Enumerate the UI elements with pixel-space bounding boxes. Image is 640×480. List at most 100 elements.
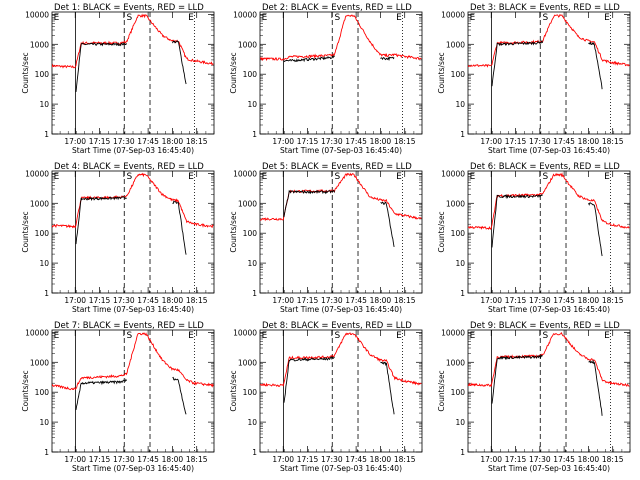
y-tick-label: 10000	[441, 328, 465, 337]
x-tick-label: 18:15	[602, 455, 624, 464]
x-tick-label: 17:00	[272, 296, 294, 305]
marker-e-right: E	[396, 331, 402, 341]
events-series-line	[491, 193, 603, 257]
panel-title: Det 8: BLACK = Events, RED = LLD	[262, 321, 412, 331]
y-axis-label: Counts/sec	[21, 52, 30, 93]
x-tick-label: 17:30	[529, 137, 551, 146]
events-series-line	[491, 39, 603, 90]
x-tick-label: 17:45	[345, 137, 367, 146]
y-tick-label: 10	[455, 418, 465, 427]
y-tick-label: 1000	[30, 199, 49, 208]
y-tick-label: 10	[455, 259, 465, 268]
y-tick-label: 100	[451, 388, 466, 397]
lld-series-line	[260, 332, 422, 387]
lld-series-line	[52, 332, 214, 391]
x-axis-label: Start Time (07-Sep-03 16:45:40)	[488, 305, 610, 314]
x-tick-label: 17:30	[113, 455, 135, 464]
x-axis-label: Start Time (07-Sep-03 16:45:40)	[72, 146, 194, 155]
curves	[52, 13, 214, 92]
panel-title: Det 3: BLACK = Events, RED = LLD	[470, 3, 620, 13]
events-series-line	[283, 189, 395, 247]
panel-title: Det 1: BLACK = Events, RED = LLD	[54, 3, 204, 13]
x-tick-label: 17:30	[321, 137, 343, 146]
marker-e-left: E	[54, 13, 60, 23]
marker-s: S	[543, 331, 549, 341]
x-tick-label: 17:45	[137, 137, 159, 146]
x-tick-label: 17:00	[64, 455, 86, 464]
y-tick-label: 1000	[238, 358, 257, 367]
x-tick-label: 18:15	[186, 296, 208, 305]
y-axis-label: Counts/sec	[229, 211, 238, 252]
x-tick-label: 17:15	[505, 296, 527, 305]
plot-frame	[467, 170, 631, 294]
panel-title: Det 2: BLACK = Events, RED = LLD	[262, 3, 412, 13]
y-axis-label: Counts/sec	[437, 211, 446, 252]
y-tick-label: 100	[35, 229, 50, 238]
marker-e-left: E	[262, 13, 268, 23]
curves	[52, 332, 214, 415]
y-tick-label: 1	[252, 130, 257, 139]
y-tick-label: 10000	[25, 10, 49, 19]
x-tick-label: 17:30	[113, 296, 135, 305]
y-tick-label: 10000	[441, 10, 465, 19]
marker-s: S	[335, 172, 341, 182]
y-tick-label: 10	[39, 100, 49, 109]
x-tick-label: 17:30	[321, 455, 343, 464]
y-axis-label: Counts/sec	[229, 370, 238, 411]
plot-frame	[467, 11, 631, 135]
x-tick-label: 17:00	[64, 137, 86, 146]
x-tick-label: 18:15	[394, 296, 416, 305]
events-series-line	[75, 376, 187, 415]
plot-frame	[259, 329, 423, 453]
y-tick-label: 1000	[30, 40, 49, 49]
y-tick-label: 1	[44, 448, 49, 457]
plot-frame	[51, 11, 215, 135]
x-tick-label: 18:00	[370, 137, 392, 146]
x-tick-label: 18:00	[162, 296, 184, 305]
x-tick-label: 17:15	[505, 455, 527, 464]
y-axis-label: Counts/sec	[437, 52, 446, 93]
y-tick-label: 100	[451, 229, 466, 238]
x-tick-label: 17:45	[553, 296, 575, 305]
events-series-line	[491, 354, 603, 416]
events-series-line	[75, 40, 187, 92]
x-axis-label: Start Time (07-Sep-03 16:45:40)	[280, 464, 402, 473]
plot-frame	[51, 329, 215, 453]
x-axis-label: Start Time (07-Sep-03 16:45:40)	[488, 464, 610, 473]
marker-e-left: E	[470, 13, 476, 23]
marker-s: S	[127, 331, 133, 341]
x-tick-label: 17:30	[529, 455, 551, 464]
y-tick-label: 10000	[441, 169, 465, 178]
x-tick-label: 17:15	[297, 455, 319, 464]
x-axis-label: Start Time (07-Sep-03 16:45:40)	[72, 464, 194, 473]
marker-s: S	[543, 13, 549, 23]
x-axis-label: Start Time (07-Sep-03 16:45:40)	[488, 146, 610, 155]
x-axis-label: Start Time (07-Sep-03 16:45:40)	[280, 305, 402, 314]
marker-e-right: E	[604, 13, 610, 23]
y-tick-label: 10000	[233, 328, 257, 337]
x-tick-label: 18:00	[578, 455, 600, 464]
x-tick-label: 17:00	[480, 455, 502, 464]
y-tick-label: 100	[243, 388, 258, 397]
x-tick-label: 17:00	[272, 455, 294, 464]
x-tick-label: 17:45	[553, 137, 575, 146]
y-tick-label: 1	[44, 289, 49, 298]
lld-series-line	[52, 13, 214, 69]
y-tick-label: 10000	[233, 169, 257, 178]
marker-s: S	[127, 13, 133, 23]
y-tick-label: 1000	[238, 199, 257, 208]
x-tick-label: 18:00	[370, 296, 392, 305]
x-axis-label: Start Time (07-Sep-03 16:45:40)	[72, 305, 194, 314]
y-tick-label: 10	[455, 100, 465, 109]
y-axis-label: Counts/sec	[21, 211, 30, 252]
curves	[260, 14, 422, 63]
y-tick-label: 1000	[30, 358, 49, 367]
marker-e-right: E	[396, 172, 402, 182]
events-series-line	[283, 355, 395, 415]
marker-e-right: E	[604, 172, 610, 182]
x-tick-label: 18:15	[602, 137, 624, 146]
